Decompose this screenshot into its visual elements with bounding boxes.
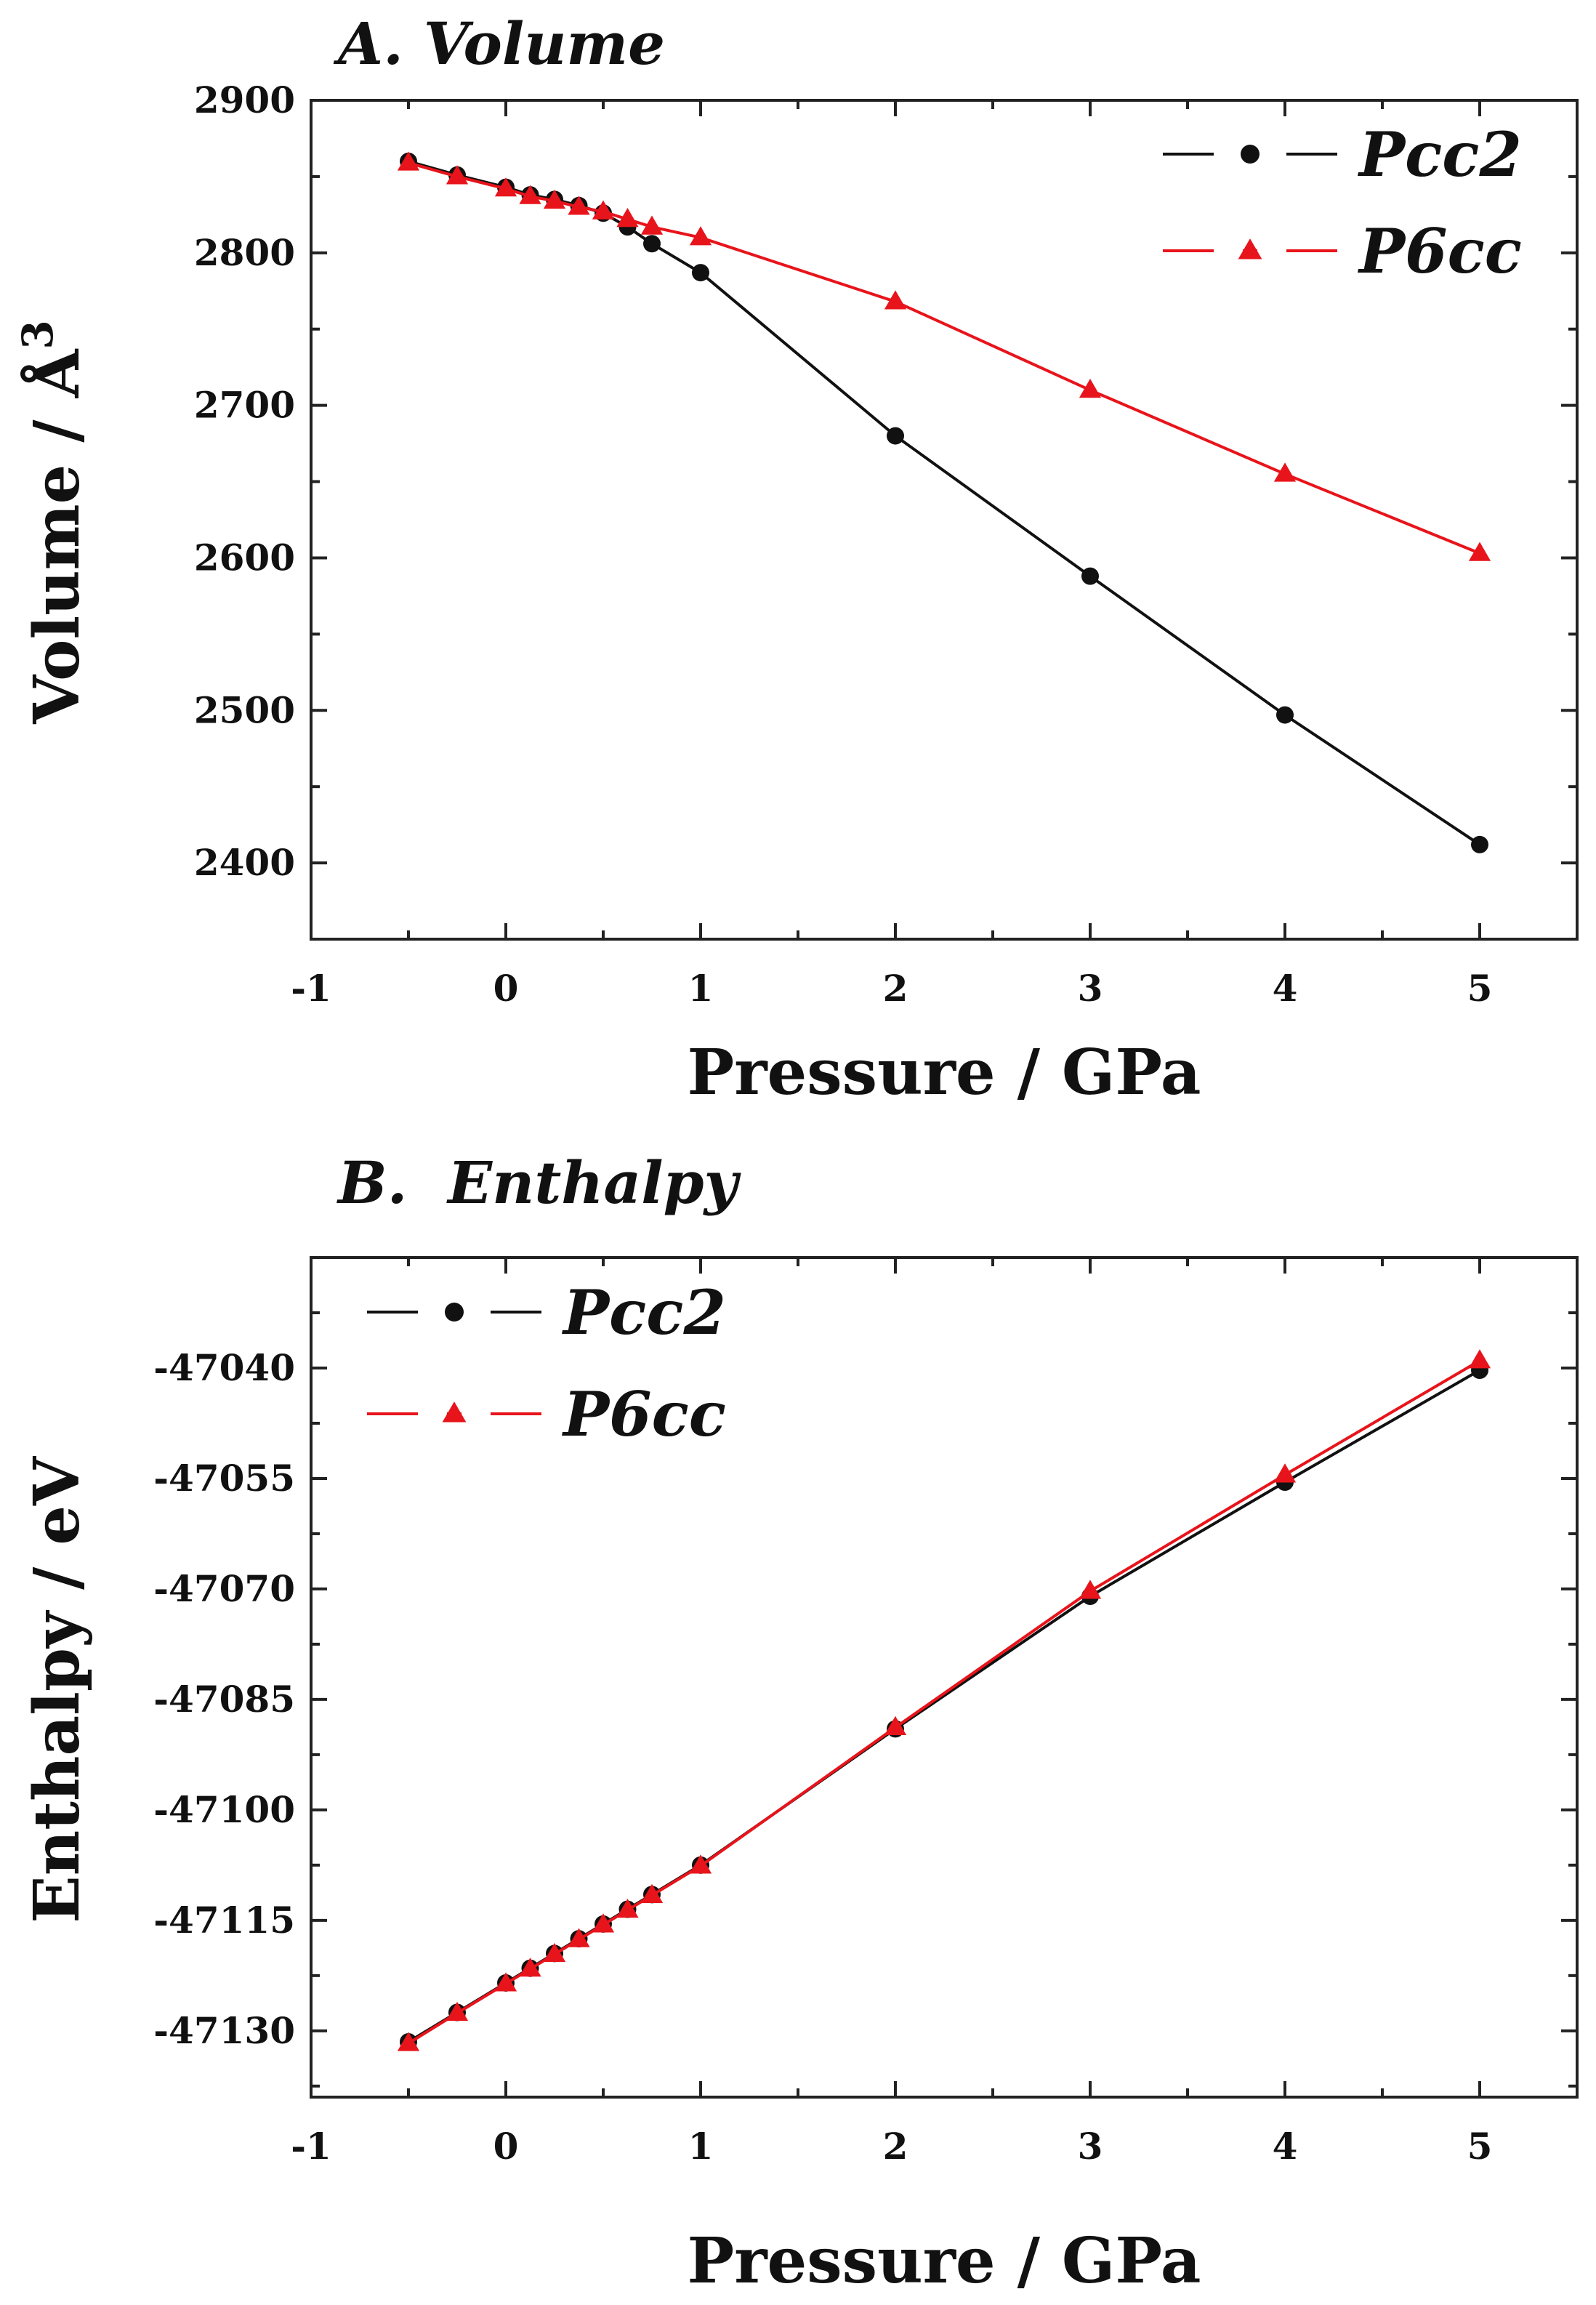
panel-b-data-point-P6cc [1468,1349,1491,1369]
panel-b-data-point-P6cc [592,1913,615,1933]
panel-a-data-point-P6cc [616,208,639,228]
panel-b-data-point-P6cc [616,1899,639,1918]
panel-a-data-point-P6cc [494,177,517,197]
panel-a-data-point-Pcc2 [1471,835,1488,853]
panel-a-data-point-Pcc2 [1276,706,1294,724]
panel-a-legend: Pcc2 P6cc [1163,118,1522,287]
panel-a-x-tick-label: 2 [883,967,908,1010]
panel-a-legend-marker-Pcc2 [1241,145,1260,164]
panel-a-data-point-P6cc [568,196,590,215]
panel-b-data-point-P6cc [446,2001,469,2022]
panel-a-x-tick-label: 4 [1273,967,1298,1010]
panel-b-x-tick-label: 5 [1467,2125,1493,2168]
panel-b-x-tick-label: 0 [493,2125,519,2168]
panel-a-legend-label-Pcc2: Pcc2 [1358,118,1522,190]
panel-a-data-point-P6cc [1079,379,1102,398]
panel-a-series-line-Pcc2 [408,160,1481,846]
panel-a-legend-label-P6cc: P6cc [1358,215,1522,287]
panel-a-x-tick-label: -1 [291,967,331,1010]
panel-a-title: A. Volume [333,9,665,78]
panel-b-title: B. Enthalpy [336,1149,742,1217]
panel-a-y-tick-label: 2400 [194,841,295,884]
panel-b-data-point-P6cc [568,1928,590,1947]
panel-b-legend: Pcc2 P6cc [367,1276,726,1450]
panel-b-data-point-P6cc [397,2032,420,2051]
panel-a-data-point-P6cc [884,290,907,310]
panel-a-x-tick-label: 0 [493,967,519,1010]
panel-a-x-tick-label: 5 [1467,967,1493,1010]
panel-a-data-point-P6cc [640,215,664,235]
panel-b-x-tick-label: 4 [1273,2125,1298,2168]
panel-b-legend-marker-Pcc2 [445,1303,464,1322]
panel-b-x-axis-title: Pressure / GPa [688,2224,1201,2298]
panel-b-x-tick-label: 2 [883,2125,908,2168]
panel-a-legend-marker-P6cc [1238,238,1262,260]
panel-b-y-tick-label: -47070 [153,1567,295,1610]
panel-b-y-tick-label: -47100 [153,1788,295,1831]
panel-b-data-point-P6cc [519,1958,541,1977]
panel-a-frame [310,99,1579,941]
svg-text:Volume / Å3: Volume / Å3 [13,320,94,724]
panel-b-data-point-P6cc [494,1972,517,1992]
panel-b-data-point-P6cc [884,1715,907,1735]
panel-a-data-point-Pcc2 [887,427,904,445]
panel-a-y-tick-label: 2700 [194,384,295,427]
panel-a-data-point-Pcc2 [692,264,709,282]
panel-a-series-line-P6cc [408,161,1480,555]
panel-b-y-tick-label: -47040 [153,1346,295,1389]
panel-a-data-point-P6cc [519,185,541,204]
panel-a-data-point-P6cc [446,165,469,185]
panel-b-legend-marker-P6cc [442,1401,467,1423]
panel-b-legend-label-P6cc: P6cc [562,1378,726,1450]
panel-a-y-tick-label: 2900 [194,79,295,121]
panel-a-data-point-Pcc2 [643,235,661,253]
panel-b-data-point-P6cc [1079,1580,1102,1599]
panel-b-y-tick-label: -47130 [153,2009,295,2052]
panel-a-data-point-P6cc [1468,542,1491,561]
panel-a-data-point-P6cc [543,189,566,209]
panel-a-data-point-Pcc2 [1081,567,1099,585]
panel-a-x-axis-title: Pressure / GPa [688,1036,1201,1109]
panel-a-x-tick-label: 3 [1078,967,1103,1010]
panel-b-frame [310,1256,1579,2099]
panel-b-x-tick-label: 1 [688,2125,714,2168]
panel-a-y-tick-label: 2500 [194,688,295,731]
panel-b-enthalpy-chart: B. Enthalpy -1 0 1 2 3 4 5 -47130 -47115 -47100 -4… [20,1149,1579,2298]
panel-b-y-tick-label: -47085 [153,1678,295,1721]
panel-a-data-point-P6cc [1273,462,1297,482]
panel-b-legend-label-Pcc2: Pcc2 [562,1276,726,1348]
panel-a-data-point-P6cc [689,226,712,246]
panel-a-y-tick-label: 2800 [194,231,295,274]
panel-a-y-axis-title: Volume / Å3 [13,320,94,724]
panel-b-series-line-Pcc2 [407,1369,1480,2043]
panel-a-x-tick-label: 1 [688,967,714,1010]
panel-a-y-axis-superscript: 3 [13,320,63,349]
panel-b-y-axis-title: Enthalpy / eV [20,1456,94,1923]
panel-a-volume-chart: A. Volume -1 0 1 2 3 4 5 2400 2500 2600 2700 2800 29… [13,9,1579,1109]
panel-a-plot-area: -1 0 1 2 3 4 5 2400 2500 2600 2700 2800 2900 [194,79,1579,1010]
panel-b-data-point-P6cc [640,1883,664,1903]
panel-a-y-tick-label: 2600 [194,536,295,579]
panel-b-x-tick-label: -1 [291,2125,331,2168]
panel-b-y-tick-label: -47115 [153,1899,295,1942]
panel-b-plot-area: -1 0 1 2 3 4 5 -47130 -47115 -47100 -47085 -47070 -4… [153,1256,1579,2168]
panel-b-y-tick-label: -47055 [153,1457,295,1500]
panel-a-data-point-P6cc [592,200,615,220]
panel-a-y-axis-label: Volume / Å [20,348,94,724]
panel-b-data-point-P6cc [689,1854,712,1874]
panel-b-data-point-P6cc [543,1942,566,1963]
panel-b-data-point-P6cc [1273,1463,1297,1483]
panel-a-data-point-P6cc [397,151,420,171]
panel-b-x-tick-label: 3 [1078,2125,1103,2168]
